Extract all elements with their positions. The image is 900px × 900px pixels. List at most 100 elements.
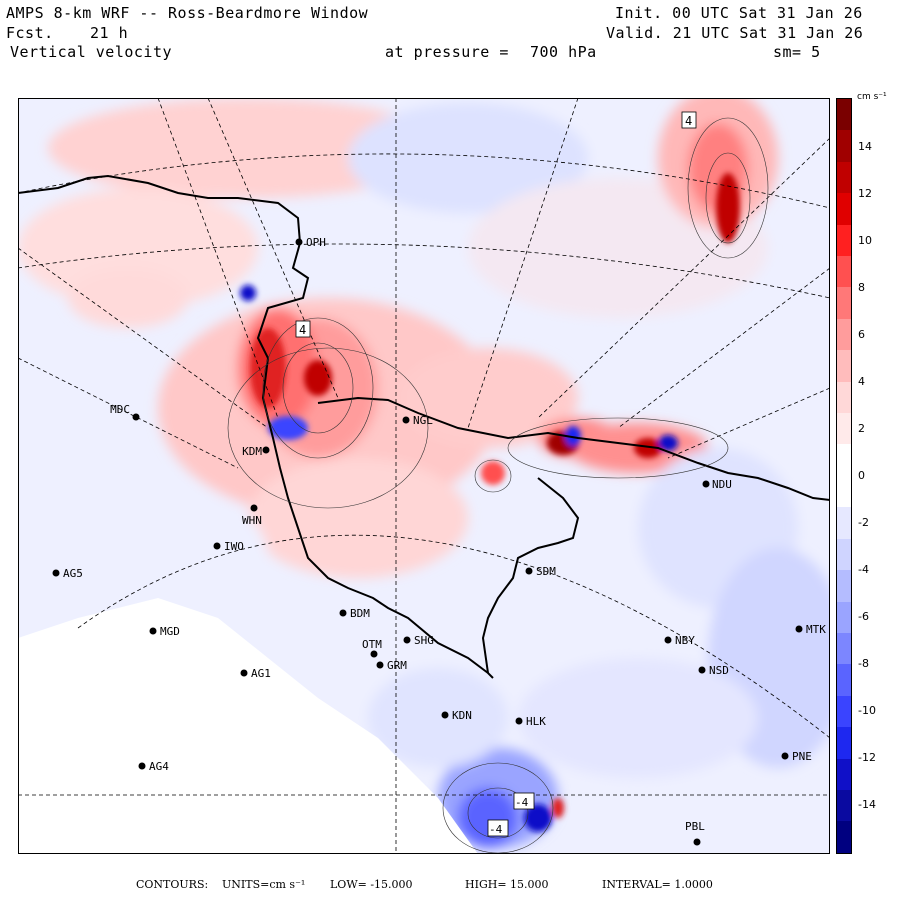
pressure-label: at pressure = bbox=[385, 43, 509, 61]
model-title: AMPS 8-km WRF -- Ross-Beardmore Window bbox=[6, 4, 369, 22]
smoothing-value: sm= 5 bbox=[773, 43, 821, 61]
strong-features bbox=[240, 173, 740, 832]
svg-text:4: 4 bbox=[299, 323, 306, 337]
station-marker bbox=[515, 717, 523, 725]
station-marker bbox=[370, 650, 378, 658]
contour-label-c: -4 bbox=[513, 792, 535, 810]
map-panel: 4 4 -4 -4 OPH NGL MDC KDM WHN IWO AG5 SDM BDM MGD… bbox=[18, 98, 830, 854]
colorbar-segment bbox=[837, 350, 851, 382]
plateau-white-area bbox=[18, 598, 478, 854]
station-ngl: NGL bbox=[402, 414, 433, 427]
station-label: NBY bbox=[675, 634, 695, 647]
pressure-value: 700 hPa bbox=[530, 43, 597, 61]
station-label: MDC bbox=[110, 403, 130, 416]
init-time: Init. 00 UTC Sat 31 Jan 26 bbox=[615, 4, 863, 22]
station-marker bbox=[240, 669, 248, 677]
station-marker bbox=[250, 504, 258, 512]
contour-label-b: 4 bbox=[295, 320, 311, 338]
station-marker bbox=[441, 711, 449, 719]
colorbar-segment bbox=[837, 444, 851, 476]
colorbar-tick-label: -6 bbox=[858, 610, 869, 623]
station-label: AG1 bbox=[251, 667, 271, 680]
colorbar-segment bbox=[837, 538, 851, 571]
map-frame bbox=[18, 98, 830, 854]
station-marker bbox=[698, 666, 706, 674]
svg-text:4: 4 bbox=[685, 114, 692, 128]
station-marker bbox=[376, 661, 384, 669]
station-layer: OPH NGL MDC KDM WHN IWO AG5 SDM BDM MGD OTM SHG GRM A… bbox=[52, 236, 826, 846]
station-mgd: MGD bbox=[149, 625, 180, 638]
forecast-hour: 21 h bbox=[90, 24, 129, 42]
station-mtk: MTK bbox=[795, 623, 826, 636]
colorbar-segment bbox=[837, 224, 851, 257]
station-grm: GRM bbox=[376, 659, 407, 672]
colorbar-segment bbox=[837, 570, 851, 602]
station-nsd: NSD bbox=[698, 664, 729, 677]
station-kdm: KDM bbox=[242, 445, 270, 458]
colorbar-tick-label: -2 bbox=[858, 516, 869, 529]
colorbar-tick-label: -10 bbox=[858, 704, 876, 717]
station-label: KDM bbox=[242, 445, 262, 458]
station-ndu: NDU bbox=[702, 478, 732, 491]
colorbar bbox=[836, 98, 852, 854]
station-ag4: AG4 bbox=[138, 760, 169, 773]
station-marker bbox=[781, 752, 789, 760]
colorbar-tick-label: 8 bbox=[858, 281, 865, 294]
colorbar-tick-label: 2 bbox=[858, 422, 865, 435]
station-marker bbox=[213, 542, 221, 550]
station-iwo: IWO bbox=[213, 540, 244, 553]
station-shg: SHG bbox=[403, 634, 434, 647]
station-marker bbox=[693, 838, 701, 846]
colorbar-segment bbox=[837, 632, 851, 665]
station-marker bbox=[262, 446, 270, 454]
station-otm: OTM bbox=[362, 638, 382, 658]
station-marker bbox=[402, 416, 410, 424]
colorbar-segment bbox=[837, 475, 851, 508]
station-pbl: PBL bbox=[685, 820, 705, 846]
station-marker bbox=[132, 413, 140, 421]
graticule bbox=[18, 98, 830, 854]
station-label: PNE bbox=[792, 750, 812, 763]
colorbar-units: cm s⁻¹ bbox=[857, 92, 887, 102]
station-marker bbox=[664, 636, 672, 644]
station-label: OPH bbox=[306, 236, 326, 249]
colorbar-tick-label: -12 bbox=[858, 751, 876, 764]
contour-label-d: -4 bbox=[487, 819, 509, 837]
station-marker bbox=[339, 609, 347, 617]
colorbar-segment bbox=[837, 130, 851, 162]
colorbar-segment bbox=[837, 413, 851, 445]
colorbar-segment bbox=[837, 601, 851, 633]
colorbar-segment bbox=[837, 193, 851, 225]
station-label: MTK bbox=[806, 623, 826, 636]
station-marker bbox=[702, 480, 710, 488]
colorbar-segment bbox=[837, 727, 851, 759]
station-marker bbox=[149, 627, 157, 635]
colorbar-segment bbox=[837, 664, 851, 696]
colorbar-tick-label: -14 bbox=[858, 798, 876, 811]
contour-label-a: 4 bbox=[681, 111, 697, 129]
station-label: SHG bbox=[414, 634, 434, 647]
colorbar-tick-label: 4 bbox=[858, 375, 865, 388]
station-ag1: AG1 bbox=[240, 667, 271, 680]
station-label: SDM bbox=[536, 565, 556, 578]
svg-text:-4: -4 bbox=[489, 823, 503, 836]
station-label: NSD bbox=[709, 664, 729, 677]
station-label: KDN bbox=[452, 709, 472, 722]
station-label: PBL bbox=[685, 820, 705, 833]
station-label: GRM bbox=[387, 659, 407, 672]
field-name: Vertical velocity bbox=[10, 43, 173, 61]
station-label: AG4 bbox=[149, 760, 169, 773]
coastline bbox=[18, 174, 830, 679]
station-label: NDU bbox=[712, 478, 732, 491]
station-marker bbox=[138, 762, 146, 770]
station-bdm: BDM bbox=[339, 607, 370, 620]
station-kdn: KDN bbox=[441, 709, 472, 722]
station-mdc: MDC bbox=[110, 403, 140, 421]
colorbar-tick-label: 12 bbox=[858, 187, 872, 200]
colorbar-segment bbox=[837, 99, 851, 131]
station-marker bbox=[403, 636, 411, 644]
contour-lines bbox=[227, 117, 769, 854]
footer-units: UNITS=cm s⁻¹ bbox=[222, 878, 306, 891]
station-label: HLK bbox=[526, 715, 546, 728]
svg-text:-4: -4 bbox=[515, 796, 529, 809]
